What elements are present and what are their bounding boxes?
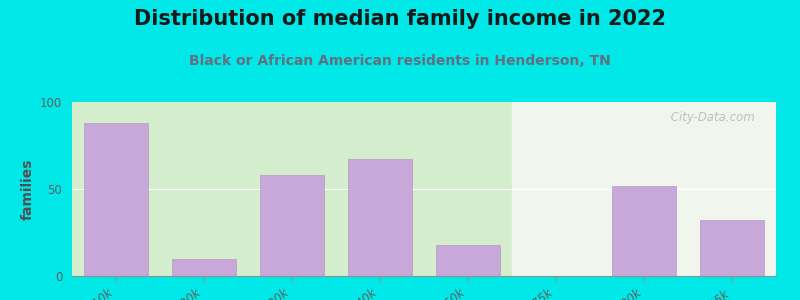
Bar [612,185,676,276]
Bar [436,245,500,276]
Y-axis label: families: families [21,158,34,220]
Bar [348,159,412,276]
Bar [512,102,800,276]
Text: Distribution of median family income in 2022: Distribution of median family income in … [134,9,666,29]
Bar [84,123,148,276]
Text: City-Data.com: City-Data.com [667,111,755,124]
Bar [260,175,324,276]
Bar [172,259,236,276]
Bar [700,220,764,276]
Text: Black or African American residents in Henderson, TN: Black or African American residents in H… [189,54,611,68]
